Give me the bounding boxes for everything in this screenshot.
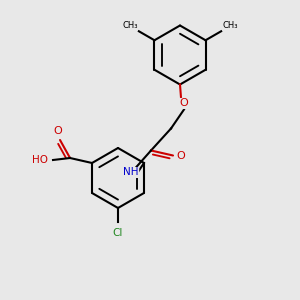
Text: NH: NH	[123, 167, 139, 178]
Text: O: O	[180, 98, 188, 109]
Text: O: O	[54, 126, 62, 136]
Text: CH₃: CH₃	[222, 21, 238, 30]
Text: Cl: Cl	[113, 228, 123, 238]
Text: O: O	[176, 152, 185, 161]
Text: CH₃: CH₃	[122, 21, 138, 30]
Text: HO: HO	[32, 155, 48, 165]
